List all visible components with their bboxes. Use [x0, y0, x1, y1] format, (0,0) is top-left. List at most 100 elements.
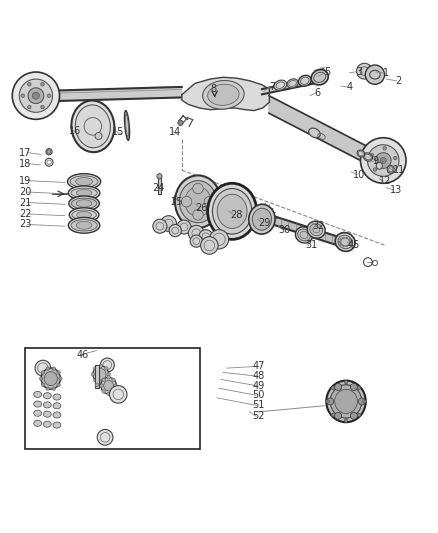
Circle shape: [357, 413, 361, 417]
Circle shape: [350, 413, 357, 419]
Circle shape: [99, 364, 102, 368]
Polygon shape: [269, 96, 378, 169]
Circle shape: [57, 370, 60, 374]
Text: 15: 15: [112, 127, 124, 136]
Ellipse shape: [34, 401, 42, 407]
Circle shape: [350, 241, 352, 243]
Ellipse shape: [124, 111, 130, 140]
Bar: [25, 348, 200, 449]
Text: 25: 25: [170, 197, 182, 207]
Circle shape: [12, 72, 60, 119]
Circle shape: [188, 225, 204, 241]
Text: 26: 26: [195, 203, 208, 213]
Circle shape: [363, 400, 366, 403]
Ellipse shape: [71, 101, 114, 152]
Bar: [95, 365, 99, 388]
Ellipse shape: [104, 381, 113, 391]
Circle shape: [367, 145, 399, 176]
Text: 11: 11: [392, 165, 405, 175]
Ellipse shape: [69, 208, 99, 222]
Text: 7: 7: [269, 82, 276, 92]
Circle shape: [343, 237, 344, 239]
Ellipse shape: [69, 196, 99, 211]
Circle shape: [46, 149, 52, 155]
Circle shape: [344, 381, 348, 384]
Circle shape: [157, 174, 162, 179]
Ellipse shape: [44, 372, 57, 386]
Circle shape: [360, 138, 406, 183]
Ellipse shape: [335, 390, 357, 414]
Circle shape: [161, 216, 177, 231]
Circle shape: [357, 386, 361, 390]
Text: 8: 8: [211, 84, 217, 94]
Circle shape: [326, 400, 329, 403]
Text: 52: 52: [252, 411, 265, 421]
Ellipse shape: [208, 84, 239, 106]
Bar: [158, 177, 161, 194]
Circle shape: [209, 230, 229, 249]
Circle shape: [47, 94, 51, 98]
Ellipse shape: [180, 181, 216, 223]
Circle shape: [41, 370, 45, 374]
Ellipse shape: [76, 177, 92, 185]
Polygon shape: [272, 216, 341, 246]
Circle shape: [346, 245, 348, 247]
Ellipse shape: [175, 175, 221, 228]
Ellipse shape: [75, 105, 110, 148]
Ellipse shape: [307, 221, 325, 238]
Circle shape: [193, 183, 203, 194]
Ellipse shape: [370, 70, 380, 79]
Text: 10: 10: [353, 169, 365, 180]
Circle shape: [169, 224, 181, 237]
Ellipse shape: [311, 70, 328, 85]
Circle shape: [107, 376, 110, 379]
Circle shape: [57, 383, 60, 386]
Text: 48: 48: [252, 371, 265, 381]
Text: 49: 49: [252, 381, 265, 391]
Circle shape: [32, 92, 39, 99]
Ellipse shape: [72, 210, 96, 220]
Ellipse shape: [71, 198, 97, 209]
Ellipse shape: [203, 80, 244, 109]
Ellipse shape: [185, 187, 211, 216]
Polygon shape: [182, 77, 269, 110]
Text: 30: 30: [279, 225, 291, 235]
Circle shape: [335, 413, 342, 419]
Circle shape: [371, 154, 374, 157]
Circle shape: [388, 169, 391, 173]
Circle shape: [340, 239, 342, 240]
Circle shape: [99, 381, 102, 384]
Ellipse shape: [310, 224, 323, 236]
Ellipse shape: [53, 403, 61, 409]
Circle shape: [112, 378, 115, 382]
Polygon shape: [262, 76, 325, 94]
Ellipse shape: [67, 174, 101, 189]
Circle shape: [41, 106, 44, 109]
Ellipse shape: [34, 391, 42, 398]
Circle shape: [335, 383, 342, 391]
Circle shape: [331, 413, 335, 417]
Text: 3: 3: [356, 67, 362, 77]
Circle shape: [39, 377, 43, 381]
Circle shape: [112, 390, 115, 393]
Circle shape: [95, 383, 99, 386]
Circle shape: [331, 386, 335, 390]
Circle shape: [91, 373, 95, 376]
Text: 4: 4: [346, 82, 353, 92]
Text: 23: 23: [19, 220, 32, 229]
Circle shape: [340, 244, 342, 245]
Text: 16: 16: [69, 126, 81, 136]
Text: 31: 31: [305, 240, 317, 251]
Circle shape: [346, 237, 348, 239]
Circle shape: [349, 239, 350, 240]
Ellipse shape: [53, 422, 61, 428]
Circle shape: [344, 419, 348, 423]
Circle shape: [107, 373, 110, 376]
Circle shape: [21, 94, 25, 98]
Ellipse shape: [43, 393, 51, 399]
Circle shape: [177, 220, 191, 234]
Polygon shape: [60, 87, 182, 101]
Circle shape: [373, 168, 377, 171]
Ellipse shape: [77, 200, 92, 207]
Circle shape: [190, 235, 202, 247]
